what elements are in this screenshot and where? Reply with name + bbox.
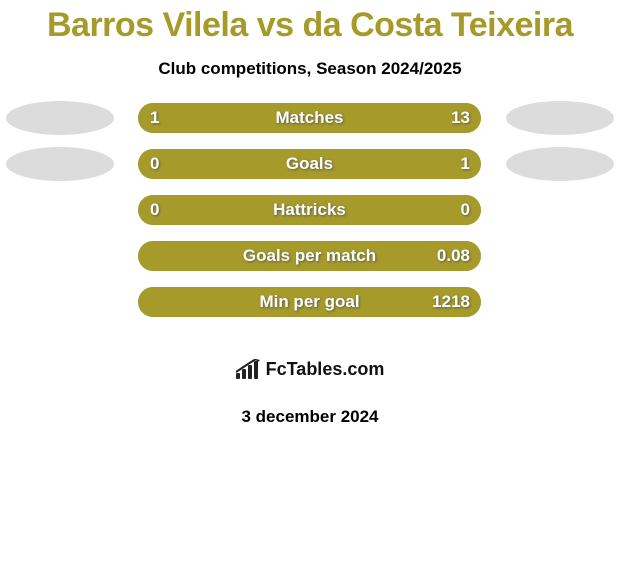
page-title: Barros Vilela vs da Costa Teixeira: [0, 0, 620, 45]
stat-label: Hattricks: [138, 195, 481, 225]
stat-row: Goals0 1: [0, 149, 620, 195]
stat-label: Goals: [138, 149, 481, 179]
stat-row: Matches1 13: [0, 103, 620, 149]
stat-row: Goals per match0.08: [0, 241, 620, 287]
stat-value-left: 0: [150, 195, 159, 225]
player-avatar-left: [6, 101, 114, 135]
stat-label: Min per goal: [138, 287, 481, 317]
brand-text: FcTables.com: [266, 359, 385, 380]
stat-row: Min per goal1218: [0, 287, 620, 333]
brand-badge: FcTables.com: [200, 347, 420, 391]
date-label: 3 december 2024: [0, 407, 620, 427]
comparison-card: Barros Vilela vs da Costa Teixeira Club …: [0, 0, 620, 580]
stat-label: Matches: [138, 103, 481, 133]
subtitle: Club competitions, Season 2024/2025: [0, 59, 620, 79]
player-avatar-right: [506, 147, 614, 181]
stats-container: Matches113Goals01Hattricks00Goals per ma…: [0, 103, 620, 333]
stat-value-left: 1: [150, 103, 159, 133]
player-avatar-left: [6, 147, 114, 181]
stat-value-right: 0.08: [437, 241, 470, 271]
stat-label: Goals per match: [138, 241, 481, 271]
stat-value-right: 1218: [432, 287, 470, 317]
player-avatar-right: [506, 101, 614, 135]
stat-value-right: 1: [461, 149, 470, 179]
stat-value-right: 0: [461, 195, 470, 225]
fctables-icon: [236, 359, 260, 379]
stat-value-right: 13: [451, 103, 470, 133]
stat-value-left: 0: [150, 149, 159, 179]
stat-row: Hattricks0 0: [0, 195, 620, 241]
